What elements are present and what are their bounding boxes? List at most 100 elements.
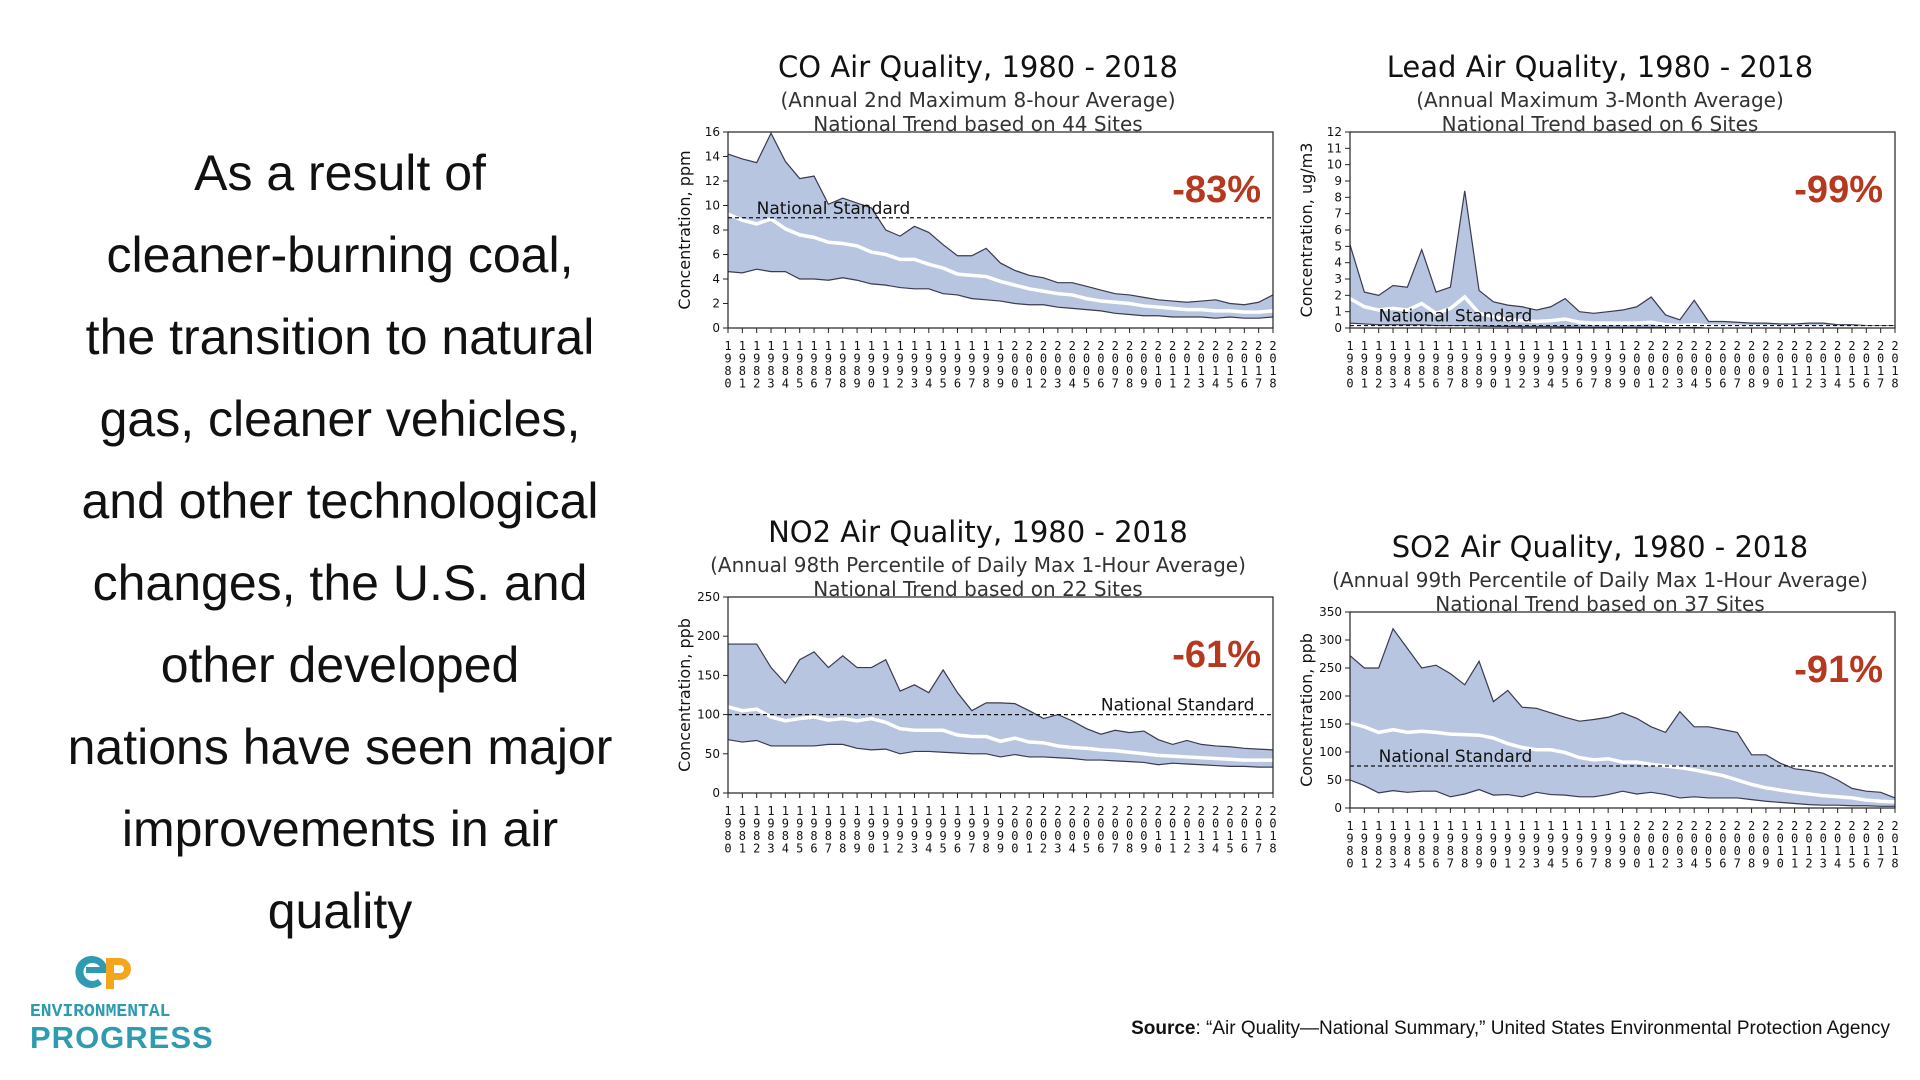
range-band bbox=[1350, 628, 1895, 807]
y-tick-label: 2 bbox=[1334, 288, 1342, 302]
mean-series-line bbox=[1349, 294, 1895, 330]
so2-chart: SO2 Air Quality, 1980 - 2018 (Annual 99t… bbox=[1290, 530, 1910, 990]
headline-line: the transition to natural bbox=[85, 309, 595, 365]
lower-series-line bbox=[1349, 779, 1895, 807]
ep-monogram-icon bbox=[75, 955, 131, 989]
mean-series-line bbox=[1349, 721, 1896, 804]
y-tick-label: 100 bbox=[697, 708, 720, 722]
range-band bbox=[1350, 190, 1895, 328]
y-tick-label: 6 bbox=[1334, 223, 1342, 237]
y-tick-label: 8 bbox=[1334, 190, 1342, 204]
y-axis-label: Concentration, ppb bbox=[675, 618, 694, 772]
no2-chart: NO2 Air Quality, 1980 - 2018 (Annual 98t… bbox=[668, 515, 1288, 975]
y-tick-label: 250 bbox=[1319, 661, 1342, 675]
y-tick-label: 50 bbox=[705, 747, 720, 761]
y-tick-label: 200 bbox=[697, 629, 720, 643]
y-tick-label: 2 bbox=[712, 297, 720, 311]
chart-subtitle: (Annual Maximum 3-Month Average) bbox=[1416, 88, 1784, 112]
y-tick-label: 350 bbox=[1319, 605, 1342, 619]
y-tick-label: 0 bbox=[712, 786, 720, 800]
lead-plot: National Standard0123456789101112Concent… bbox=[1297, 125, 1899, 391]
headline-line: changes, the U.S. and bbox=[92, 555, 588, 611]
headline-line: cleaner-burning coal, bbox=[106, 227, 574, 283]
chart-subtitle: (Annual 98th Percentile of Daily Max 1-H… bbox=[710, 553, 1246, 577]
y-tick-label: 50 bbox=[1327, 773, 1342, 787]
national-standard-label: National Standard bbox=[1101, 696, 1255, 716]
headline-line: other developed bbox=[160, 637, 520, 693]
co-plot: National Standard 0 2 4 6 8 10 12 14 16 Concentrat… bbox=[675, 125, 1277, 391]
range-band bbox=[728, 644, 1273, 768]
y-axis-label: Concentration, ppb bbox=[1297, 633, 1316, 787]
percent-change-label: -61% bbox=[1172, 634, 1261, 676]
environmental-progress-logo: ENVIRONMENTAL PROGRESS bbox=[30, 952, 213, 1055]
y-tick-label: 0 bbox=[712, 321, 720, 335]
no2-plot: National Standard 0 50 100 150 200 250Concentr… bbox=[675, 590, 1277, 856]
y-tick-label: 14 bbox=[705, 150, 720, 164]
